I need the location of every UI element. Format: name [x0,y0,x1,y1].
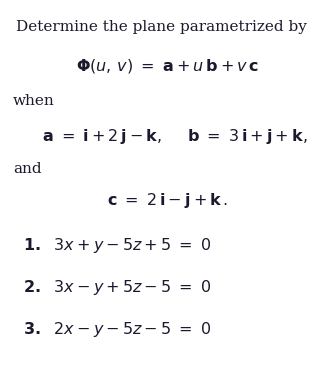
Text: $\mathbf{3.} \ \ 2x - y - 5z - 5 \ = \ 0$: $\mathbf{3.} \ \ 2x - y - 5z - 5 \ = \ 0… [23,320,211,339]
Text: $\mathbf{a} \ = \ \mathbf{i} + 2\,\mathbf{j} - \mathbf{k},$: $\mathbf{a} \ = \ \mathbf{i} + 2\,\mathb… [42,127,162,146]
Text: when: when [13,94,55,108]
Text: and: and [13,162,42,176]
Text: $\mathbf{\Phi}(u,\, v) \ = \ \mathbf{a} + u\,\mathbf{b} + v\,\mathbf{c}$: $\mathbf{\Phi}(u,\, v) \ = \ \mathbf{a} … [76,57,260,75]
Text: Determine the plane parametrized by: Determine the plane parametrized by [16,20,307,34]
Text: $\mathbf{c} \ = \ 2\,\mathbf{i} - \mathbf{j} + \mathbf{k}\,.$: $\mathbf{c} \ = \ 2\,\mathbf{i} - \mathb… [107,191,229,210]
Text: $\mathbf{2.} \ \ 3x - y + 5z - 5 \ = \ 0$: $\mathbf{2.} \ \ 3x - y + 5z - 5 \ = \ 0… [23,278,211,297]
Text: $\mathbf{1.} \ \ 3x + y - 5z + 5 \ = \ 0$: $\mathbf{1.} \ \ 3x + y - 5z + 5 \ = \ 0… [23,236,211,255]
Text: $\mathbf{b} \ = \ 3\,\mathbf{i} + \mathbf{j} + \mathbf{k},$: $\mathbf{b} \ = \ 3\,\mathbf{i} + \mathb… [187,127,308,146]
